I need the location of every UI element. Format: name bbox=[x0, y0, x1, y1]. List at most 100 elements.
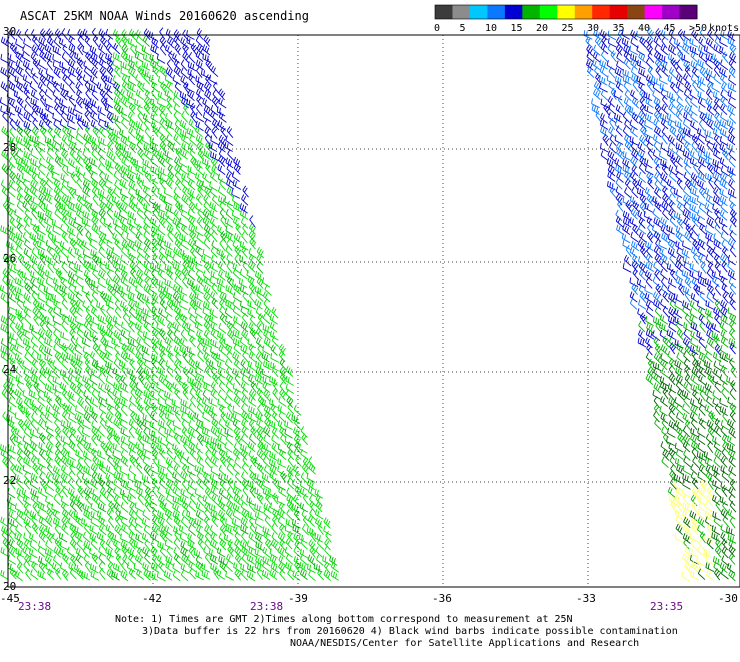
wind-barb bbox=[128, 509, 137, 521]
wind-barb bbox=[114, 306, 122, 319]
wind-barb bbox=[652, 134, 662, 145]
lat-label-30: 30 bbox=[3, 25, 17, 38]
legend-label: 20 bbox=[536, 23, 548, 34]
pass-time-3: 23:35 bbox=[650, 600, 684, 613]
wind-barb bbox=[128, 126, 136, 139]
wind-barb bbox=[630, 66, 639, 78]
wind-barb bbox=[127, 292, 137, 303]
wind-barb bbox=[210, 436, 220, 447]
wind-barb bbox=[166, 102, 173, 115]
wind-barb bbox=[142, 53, 152, 64]
wind-barb bbox=[29, 398, 38, 409]
wind-barb bbox=[721, 470, 730, 482]
wind-barb bbox=[681, 487, 691, 498]
wind-barb bbox=[107, 36, 114, 49]
wind-barb bbox=[119, 188, 129, 199]
wind-barb bbox=[653, 110, 661, 123]
wind-barb bbox=[92, 35, 99, 47]
wind-barb bbox=[121, 111, 130, 122]
wind-barb bbox=[142, 68, 151, 79]
wind-barb bbox=[15, 157, 25, 168]
wind-barb bbox=[195, 50, 204, 62]
wind-barb bbox=[644, 113, 654, 124]
wind-barb bbox=[279, 523, 286, 536]
wind-barb bbox=[21, 488, 30, 499]
wind-barb bbox=[225, 208, 234, 221]
wind-barb bbox=[728, 74, 737, 86]
wind-barb bbox=[105, 411, 113, 424]
wind-barb bbox=[144, 552, 152, 565]
wind-barb bbox=[719, 135, 729, 147]
wind-barb bbox=[84, 80, 91, 93]
wind-barb bbox=[8, 232, 17, 244]
wind-barb bbox=[66, 127, 75, 139]
wind-barb bbox=[684, 561, 692, 574]
wind-barb bbox=[681, 269, 691, 280]
wind-barb bbox=[159, 478, 167, 490]
wind-barb bbox=[188, 402, 196, 415]
wind-barb bbox=[616, 142, 624, 154]
wind-barb bbox=[150, 165, 159, 176]
wind-barb bbox=[190, 42, 198, 55]
wind-barb bbox=[675, 148, 684, 161]
wind-barb bbox=[91, 215, 99, 228]
wind-barb bbox=[720, 299, 728, 311]
wind-barb bbox=[113, 96, 122, 108]
wind-barb bbox=[602, 134, 610, 146]
wind-barb bbox=[54, 426, 62, 439]
wind-barb bbox=[90, 111, 98, 123]
wind-barb bbox=[209, 539, 218, 551]
wind-barb bbox=[38, 148, 46, 161]
wind-barb bbox=[726, 526, 735, 536]
wind-barb bbox=[668, 373, 676, 386]
wind-barb bbox=[159, 140, 167, 153]
wind-barb bbox=[651, 224, 660, 236]
wind-barb bbox=[61, 320, 68, 332]
lon-label-42w: -42 bbox=[142, 592, 162, 605]
wind-barb bbox=[43, 285, 53, 296]
wind-barb bbox=[81, 119, 90, 130]
wind-barb bbox=[713, 73, 722, 85]
wind-barb bbox=[728, 66, 736, 79]
wind-barb bbox=[682, 43, 690, 55]
wind-barb bbox=[186, 127, 196, 138]
wind-barb bbox=[697, 277, 707, 287]
wind-barb bbox=[120, 61, 130, 71]
wind-barb bbox=[143, 202, 152, 214]
wind-barb bbox=[324, 545, 331, 558]
wind-map[interactable] bbox=[0, 0, 740, 600]
wind-barb bbox=[37, 301, 47, 312]
wind-barb bbox=[712, 91, 722, 101]
wind-barb bbox=[51, 141, 60, 152]
wind-barb bbox=[278, 486, 287, 498]
wind-barb bbox=[135, 36, 144, 48]
wind-barb bbox=[51, 503, 60, 514]
wind-barb bbox=[9, 118, 17, 131]
wind-barb bbox=[638, 269, 646, 281]
wind-barb bbox=[15, 38, 24, 49]
wind-barb bbox=[99, 487, 107, 499]
wind-barb bbox=[691, 133, 699, 146]
wind-barb bbox=[122, 312, 130, 325]
wind-barb bbox=[202, 97, 211, 109]
wind-barb bbox=[248, 396, 257, 407]
wind-barb bbox=[210, 411, 219, 423]
legend-swatch bbox=[662, 5, 681, 19]
wind-barb bbox=[73, 510, 83, 521]
wind-barb bbox=[205, 74, 212, 86]
wind-barb bbox=[613, 112, 623, 123]
wind-barb bbox=[195, 360, 204, 372]
wind-barb bbox=[223, 338, 233, 348]
wind-barb bbox=[143, 230, 151, 243]
lon-label-30w: -30 bbox=[718, 592, 738, 605]
wind-barb bbox=[7, 53, 16, 63]
wind-barb bbox=[100, 304, 107, 317]
wind-barb bbox=[696, 300, 706, 311]
wind-barb bbox=[607, 171, 616, 182]
wind-barb bbox=[143, 96, 151, 109]
wind-barb bbox=[691, 66, 700, 79]
wind-barb bbox=[60, 479, 69, 491]
wind-barb bbox=[682, 465, 692, 476]
wind-barb bbox=[607, 37, 617, 48]
wind-barb bbox=[631, 164, 639, 177]
